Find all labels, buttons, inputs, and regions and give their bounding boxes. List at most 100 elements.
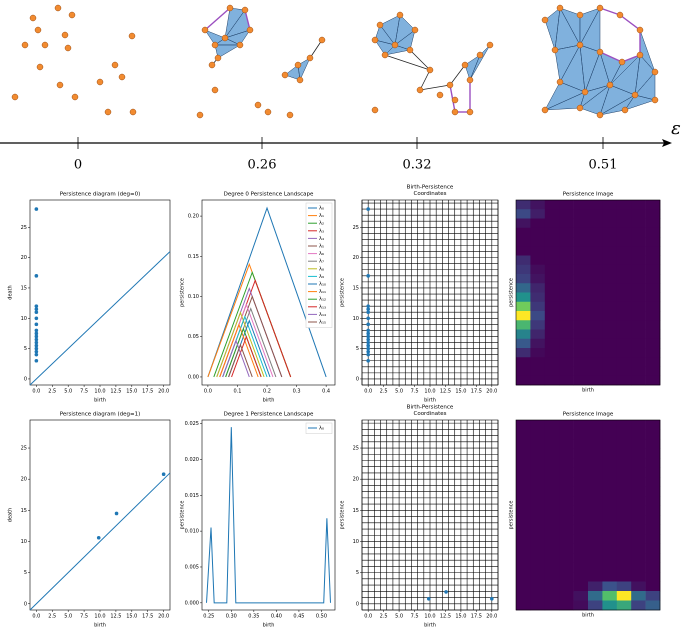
heatmap-cell: [544, 218, 560, 229]
axes-frame: [201, 199, 336, 386]
heatmap-cell: [631, 562, 646, 573]
legend-label: λ₁₃: [319, 304, 326, 310]
heatmap-cell: [616, 429, 632, 440]
point: [236, 41, 244, 49]
legend-label: λ₈: [319, 266, 324, 272]
filtration-tick-label: 0: [74, 158, 82, 173]
heatmap-cell: [588, 505, 603, 516]
heatmap-cell: [602, 562, 618, 573]
point: [451, 108, 459, 116]
heatmap-cell: [631, 274, 646, 284]
heatmap-cell: [645, 600, 661, 611]
heatmap-cell: [631, 338, 646, 349]
heatmap-cell: [602, 429, 618, 440]
heatmap-cell: [631, 534, 646, 544]
heatmap-cell: [631, 467, 646, 478]
heatmap-cell: [573, 543, 589, 554]
heatmap-cell: [588, 274, 603, 284]
heatmap-cell: [559, 320, 574, 330]
heatmap-cell: [616, 264, 632, 275]
point: [161, 472, 166, 476]
y-tick-label: 25: [21, 225, 27, 231]
heatmap-cell: [516, 515, 531, 525]
heatmap-cell: [631, 301, 646, 312]
heatmap-cell: [530, 292, 546, 303]
point: [541, 106, 549, 114]
point: [129, 108, 137, 116]
heatmap-cell: [631, 429, 646, 440]
heatmap-cell: [530, 477, 546, 487]
heatmap-cell: [530, 366, 546, 377]
point: [486, 41, 494, 49]
heatmap-cell: [588, 477, 603, 487]
y-tick-label: 5: [24, 570, 27, 576]
x-tick-label: 0.1: [233, 389, 241, 395]
heatmap-cell: [559, 218, 574, 229]
heatmap-cell: [573, 581, 589, 592]
heatmap-cell: [645, 448, 661, 459]
heatmap-cell: [544, 338, 560, 349]
y-tick-label: 0: [24, 376, 27, 382]
point: [34, 304, 39, 308]
heatmap-cell: [559, 486, 574, 497]
point: [34, 334, 39, 339]
heatmap-cell: [645, 591, 661, 601]
heatmap-cell: [516, 209, 531, 219]
point: [636, 26, 644, 34]
point: [64, 44, 72, 52]
heatmap-cell: [645, 246, 661, 256]
point: [96, 535, 101, 540]
point: [34, 340, 39, 345]
heatmap-cell: [631, 283, 646, 293]
heatmap-cell: [631, 209, 646, 219]
point: [411, 26, 419, 34]
legend-label: λ₇: [319, 259, 324, 265]
heatmap-cell: [602, 200, 618, 210]
y-tick-label: 15: [21, 508, 27, 514]
series-line: [228, 343, 253, 378]
heatmap-cell: [544, 357, 560, 367]
y-axis-label: death: [8, 285, 14, 299]
heatmap-cell: [516, 420, 531, 430]
heatmap-cell: [645, 524, 661, 535]
point: [318, 36, 326, 44]
heatmap-cell: [530, 496, 546, 506]
heatmap-cell: [602, 543, 618, 554]
heatmap-cell: [573, 357, 589, 367]
point: [366, 331, 370, 336]
x-tick-label: 0.35: [248, 614, 259, 620]
edge: [384, 54, 431, 71]
point: [241, 6, 249, 14]
edge: [419, 84, 451, 91]
heatmap-cell: [573, 255, 589, 266]
point: [631, 91, 639, 99]
heatmap-cell: [631, 348, 646, 358]
heatmap-cell: [602, 357, 618, 367]
point: [366, 328, 370, 333]
axes-frame: [361, 419, 499, 611]
heatmap-cell: [559, 515, 574, 525]
heatmap-cell: [516, 375, 531, 386]
point: [366, 334, 370, 339]
heatmap-cell: [588, 467, 603, 478]
heatmap-cell: [602, 420, 618, 430]
y-axis-label: persistence: [509, 501, 515, 530]
heatmap-cell: [516, 255, 531, 266]
heatmap-cell: [516, 320, 531, 330]
y-tick-label: 15: [21, 285, 27, 291]
heatmap-cell: [530, 591, 546, 601]
heatmap-cell: [530, 572, 546, 582]
point: [444, 590, 448, 594]
y-tick-label: 20: [21, 477, 27, 483]
x-tick-label: 10.0: [424, 389, 435, 395]
point: [34, 322, 39, 327]
heatmap-cell: [631, 420, 646, 430]
point: [246, 26, 254, 34]
heatmap-cell: [544, 467, 560, 478]
heatmap-cell: [559, 366, 574, 377]
point: [376, 21, 384, 29]
heatmap-cell: [616, 572, 632, 582]
x-tick-label: 17.5: [142, 614, 153, 620]
heatmap-cell: [559, 439, 574, 449]
heatmap-cell: [573, 366, 589, 377]
